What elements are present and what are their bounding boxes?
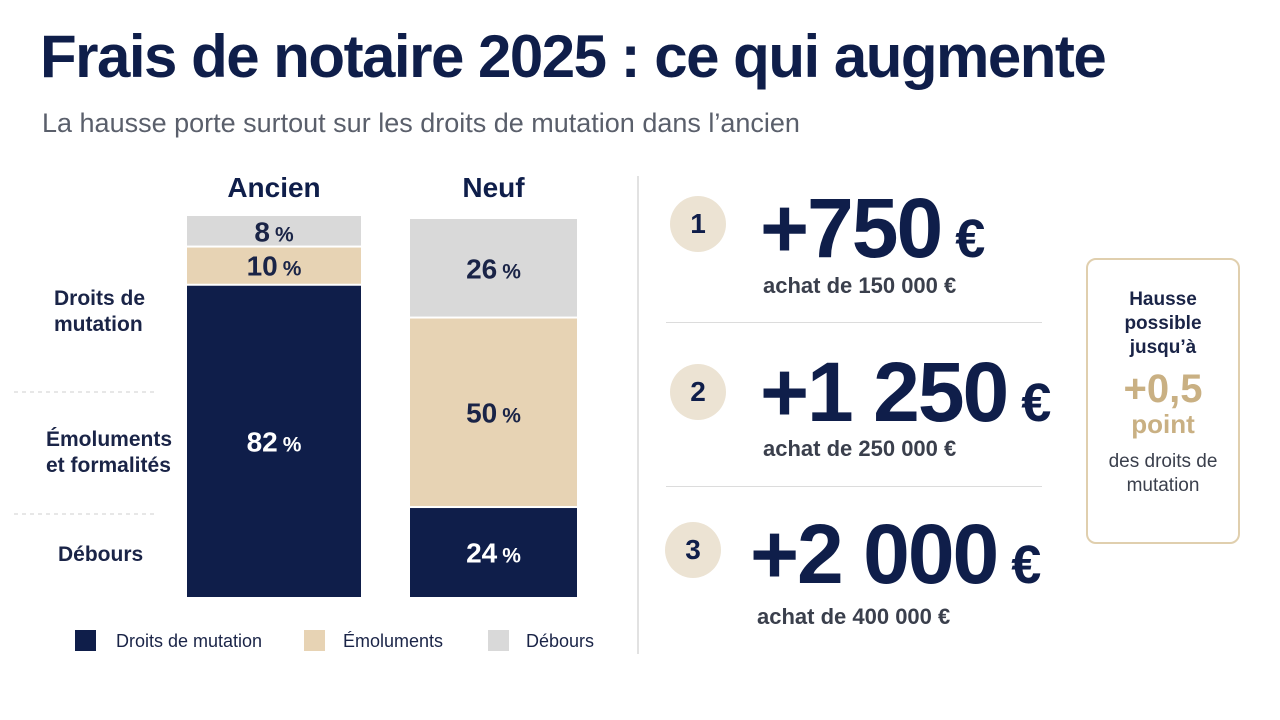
side-note-unit: point: [1131, 409, 1195, 440]
legend-swatch: [75, 630, 96, 651]
highlight-value-2: +1 250 €: [760, 345, 1051, 439]
data-label: 82%: [247, 426, 302, 457]
vertical-divider: [637, 176, 639, 654]
legend-swatch: [304, 630, 325, 651]
highlight-caption-3: achat de 400 000 €: [757, 604, 951, 629]
bar-segment: [410, 318, 577, 507]
legend-label: Émoluments: [343, 631, 443, 651]
row-label: Droits de mutation: [54, 287, 145, 336]
side-note-outro: des droits de mutation: [1108, 451, 1218, 497]
stacked-bar-chart: Ancien 82 % 10 % 8 % Neuf 24 % 50 % 26 % Droits de muta…: [14, 172, 594, 651]
side-note-box: Hausse possible jusqu’à +0,5 point des d…: [1086, 258, 1240, 544]
bar-segment: [187, 216, 361, 246]
legend-swatch: [488, 630, 509, 651]
highlight-caption-2: achat de 250 000 €: [763, 436, 957, 461]
side-note-intro: Hausse possible jusqu’à: [1124, 289, 1202, 358]
bar-segment: [187, 247, 361, 284]
highlight-number-2: 2: [670, 364, 726, 420]
category-label: Ancien: [227, 172, 320, 203]
bar-segment: [187, 285, 361, 597]
data-label: 10%: [247, 251, 302, 282]
highlight-divider: [666, 486, 1042, 487]
row-label: Débours: [58, 543, 143, 566]
page-subtitle: La hausse porte surtout sur les droits d…: [42, 108, 800, 138]
data-label: 24%: [466, 538, 521, 569]
legend-label: Débours: [526, 631, 594, 651]
bar-segment: [410, 508, 577, 597]
page-title: Frais de notaire 2025 : ce qui augmente: [40, 23, 1107, 90]
category-label: Neuf: [462, 172, 525, 203]
side-note-value: +0,5: [1123, 367, 1203, 412]
legend-label: Droits de mutation: [116, 631, 262, 651]
highlight-divider: [666, 322, 1042, 323]
highlight-caption-1: achat de 150 000 €: [763, 273, 957, 298]
row-label: Émoluments et formalités: [46, 428, 172, 477]
highlight-number-3: 3: [665, 522, 721, 578]
data-label: 26%: [466, 253, 521, 284]
data-label: 50%: [466, 397, 521, 428]
highlight-number-1: 1: [670, 196, 726, 252]
highlight-value-1: +750 €: [760, 181, 985, 275]
bar-segment: [410, 219, 577, 317]
highlight-value-3: +2 000 €: [750, 507, 1041, 601]
data-label: 8%: [254, 216, 294, 247]
